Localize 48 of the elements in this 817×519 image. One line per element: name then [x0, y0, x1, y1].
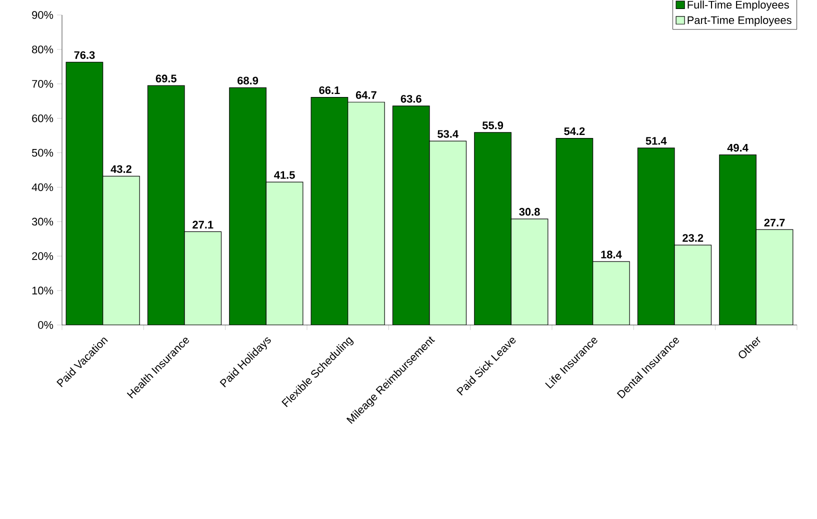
data-label: 68.9 — [238, 76, 258, 84]
bar — [511, 218, 548, 325]
y-tick-label: 10% — [32, 286, 54, 294]
data-label: 55.9 — [482, 121, 504, 130]
bar — [148, 86, 185, 325]
y-tick-label: 30% — [32, 218, 54, 226]
bar — [348, 102, 385, 325]
data-label: 69.5 — [156, 74, 176, 82]
y-tick-label: 70% — [32, 80, 54, 88]
y-tick-label: 0% — [38, 321, 54, 329]
data-label: 54.2 — [564, 127, 585, 136]
y-tick-label: 90% — [32, 11, 54, 19]
bar — [102, 176, 140, 325]
y-tick-label: 20% — [32, 252, 54, 260]
bar — [756, 229, 794, 325]
data-label: 43.2 — [110, 165, 132, 173]
bar — [311, 97, 348, 325]
bar — [674, 245, 712, 325]
bar — [638, 148, 674, 325]
data-label: 41.5 — [274, 171, 295, 179]
data-label: 51.4 — [646, 137, 667, 145]
bar — [556, 138, 593, 325]
data-label: 64.7 — [356, 91, 376, 99]
data-label: 27.7 — [764, 218, 785, 226]
bar — [719, 154, 756, 325]
legend-label: Full-Time Employees — [688, 0, 789, 11]
data-label: 18.4 — [601, 250, 622, 258]
bar — [474, 132, 512, 325]
data-label: 66.1 — [319, 86, 340, 94]
bar — [66, 62, 103, 325]
data-label: 23.2 — [682, 234, 704, 242]
data-label: 49.4 — [727, 144, 748, 152]
bar — [392, 106, 430, 325]
bar — [592, 262, 630, 325]
bar — [184, 232, 222, 325]
y-tick-label: 40% — [32, 183, 54, 192]
data-label: 53.4 — [438, 130, 458, 138]
bar — [430, 141, 466, 325]
data-label: 27.1 — [192, 220, 214, 228]
y-tick-label: 50% — [32, 148, 54, 157]
bar — [229, 88, 266, 325]
legend-label: Part-Time Employees — [688, 16, 792, 26]
bar — [266, 182, 303, 325]
data-label: 63.6 — [400, 94, 422, 103]
y-tick-label: 60% — [32, 114, 54, 122]
data-label: 76.3 — [74, 51, 95, 59]
data-label: 30.8 — [519, 208, 540, 216]
y-tick-label: 80% — [32, 46, 54, 54]
